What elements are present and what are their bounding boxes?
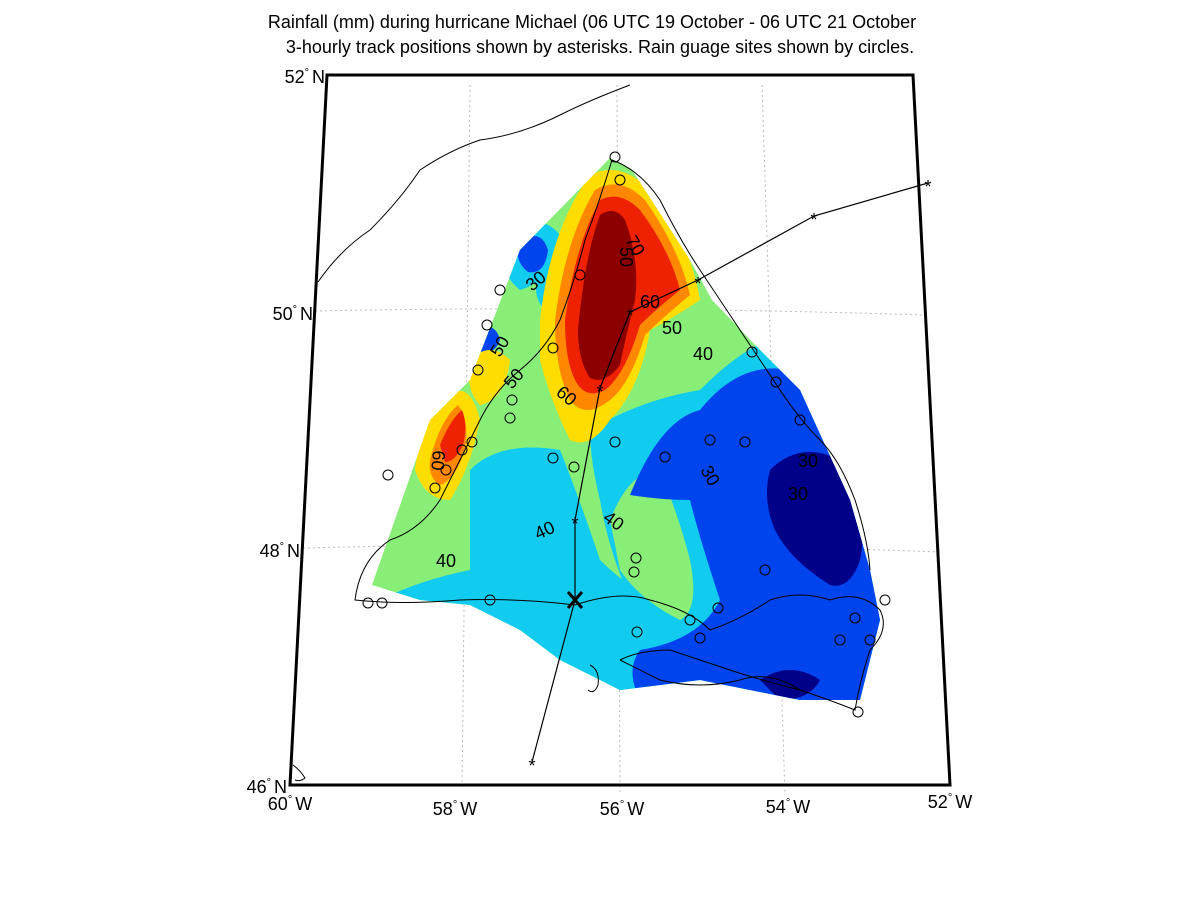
gauge-site bbox=[739, 436, 751, 448]
gauge-site bbox=[852, 706, 864, 718]
track-asterisk: * bbox=[694, 274, 701, 294]
gauge-site bbox=[547, 342, 559, 354]
gauge-site bbox=[631, 626, 643, 638]
lat-label-48: 48° N bbox=[260, 541, 300, 561]
gauge-site bbox=[481, 319, 493, 331]
gauge-site bbox=[574, 269, 586, 281]
gauge-site bbox=[456, 444, 468, 456]
gauge-site bbox=[609, 436, 621, 448]
contour-label: 40 bbox=[436, 551, 456, 571]
gauge-site bbox=[506, 394, 518, 406]
track-asterisk: * bbox=[571, 514, 578, 534]
gauge-site bbox=[770, 376, 782, 388]
track-asterisk: * bbox=[596, 382, 603, 402]
track-positions: * * * * * * * bbox=[528, 177, 931, 776]
gauge-site bbox=[484, 594, 496, 606]
gauge-site bbox=[684, 614, 696, 626]
contour-label: 60 bbox=[640, 292, 660, 312]
gauge-site bbox=[382, 469, 394, 481]
rainfall-contours bbox=[372, 158, 880, 700]
contour-labels: 70 60 50 40 30 30 50 50 60 60 50 40 40 4… bbox=[427, 232, 818, 571]
latitude-labels: 52° N 50° N 48° N 46° N bbox=[247, 67, 325, 797]
contour-label: 50 bbox=[616, 247, 636, 267]
contour-fill-green-inner bbox=[610, 470, 694, 620]
gauge-site bbox=[472, 364, 484, 376]
gauge-site bbox=[759, 564, 771, 576]
gauge-site bbox=[849, 612, 861, 624]
lat-label-50: 50° N bbox=[273, 304, 313, 324]
gauge-site bbox=[466, 436, 478, 448]
gauge-site bbox=[568, 461, 580, 473]
lat-label-52: 52° N bbox=[285, 67, 325, 87]
gauge-site bbox=[864, 634, 876, 646]
contour-fill-darkblue-se bbox=[760, 670, 820, 700]
gauge-site bbox=[794, 414, 806, 426]
coastline-newfoundland bbox=[354, 159, 884, 711]
lon-label-56: 56° W bbox=[600, 799, 644, 819]
coastline bbox=[292, 84, 884, 782]
lon-label-52: 52° W bbox=[928, 792, 972, 812]
coastline-burin bbox=[619, 659, 801, 691]
gauge-site bbox=[746, 346, 758, 358]
contour-fill-yellow-w bbox=[468, 350, 510, 405]
map-title-line-1: Rainfall (mm) during hurricane Michael (… bbox=[267, 12, 917, 32]
gauge-site bbox=[494, 284, 506, 296]
contour-label: 40 bbox=[693, 344, 713, 364]
gauge-site bbox=[429, 482, 441, 494]
track-line bbox=[531, 182, 929, 763]
gauge-site bbox=[879, 594, 891, 606]
track-asterisk: * bbox=[924, 177, 931, 197]
track-asterisk: * bbox=[626, 306, 633, 326]
coastline-east bbox=[611, 159, 871, 571]
gauge-site bbox=[659, 451, 671, 463]
rain-gauge-sites bbox=[362, 151, 891, 718]
contour-label: 60 bbox=[427, 450, 449, 472]
contour-fill-red-sw bbox=[440, 410, 466, 462]
hurricane-track bbox=[531, 182, 929, 763]
gauge-site bbox=[630, 552, 642, 564]
lon-label-54: 54° W bbox=[766, 797, 810, 817]
contour-label: 30 bbox=[788, 484, 808, 504]
coastline-cape-breton bbox=[292, 764, 306, 782]
track-landfall-marker bbox=[566, 591, 584, 609]
gauge-site bbox=[376, 597, 388, 609]
longitude-labels: 60° W 58° W 56° W 54° W 52° W bbox=[268, 792, 972, 819]
contour-fill-darkred bbox=[578, 211, 637, 380]
lon-label-58: 58° W bbox=[433, 799, 477, 819]
gauge-site bbox=[834, 634, 846, 646]
gauge-site bbox=[362, 597, 374, 609]
coastline-labrador bbox=[317, 84, 631, 283]
gauge-site bbox=[614, 174, 626, 186]
gauge-site bbox=[694, 632, 706, 644]
track-asterisk: * bbox=[810, 210, 817, 230]
lon-label-60: 60° W bbox=[268, 794, 312, 814]
coastline-st-pierre bbox=[587, 664, 599, 693]
gauge-site bbox=[712, 602, 724, 614]
gauge-site bbox=[628, 566, 640, 578]
contour-label: 30 bbox=[798, 451, 818, 471]
track-asterisk: * bbox=[528, 756, 535, 776]
gauge-site bbox=[504, 412, 516, 424]
map-frame bbox=[288, 73, 952, 787]
gauge-site bbox=[440, 464, 452, 476]
lat-label-46: 46° N bbox=[247, 777, 287, 797]
contour-fill-blue-nw bbox=[517, 236, 548, 273]
contour-label: 50 bbox=[662, 318, 682, 338]
contour-fill-darkblue-east bbox=[766, 452, 863, 586]
gauge-site bbox=[704, 434, 716, 446]
gauge-site bbox=[547, 452, 559, 464]
map-title-line-2: 3-hourly track positions shown by asteri… bbox=[285, 37, 915, 57]
gauge-site bbox=[609, 151, 621, 163]
